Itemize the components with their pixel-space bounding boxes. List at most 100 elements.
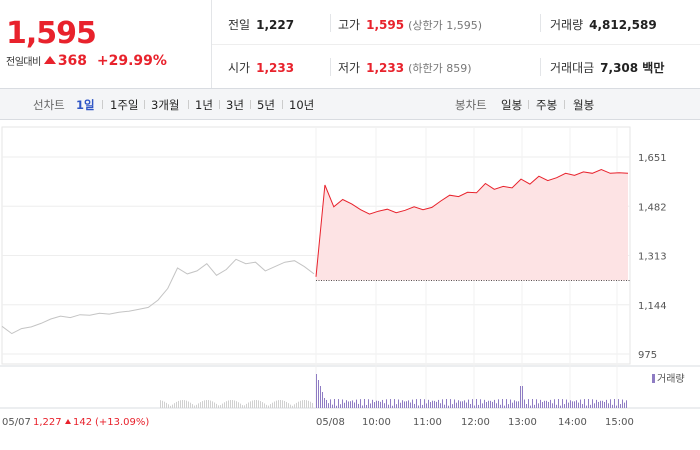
volume-bar [334, 399, 335, 408]
volume-bar [450, 399, 451, 408]
high-label: 고가 [338, 18, 361, 32]
volume-bar [288, 403, 289, 408]
volume-bar [562, 399, 563, 408]
volume-bar [218, 405, 219, 408]
y-tick-label: 1,651 [638, 153, 667, 164]
volume-bars [160, 374, 627, 408]
volume-bar [516, 401, 517, 408]
volume-bar [250, 401, 251, 408]
volume-bar [530, 405, 531, 408]
volume-bar [308, 400, 309, 408]
volume-bar [406, 401, 407, 408]
volume-bar [544, 400, 545, 408]
price-change: 전일대비 368 +29.99% [6, 53, 167, 69]
open-price: 시가 1,233 [228, 59, 294, 76]
volume-bar [610, 399, 611, 408]
volume-bar [446, 399, 447, 408]
volume-bar [414, 403, 415, 408]
volume-bar [522, 386, 523, 408]
volume-legend-swatch [652, 374, 655, 383]
volume-bar [578, 402, 579, 408]
prev-close-label: 전일 [228, 18, 251, 32]
volume-bar [484, 399, 485, 408]
up-arrow-icon [65, 419, 71, 424]
volume-bar [210, 400, 211, 408]
upper-limit-note: (상한가 1,595) [408, 19, 482, 32]
tab-1d[interactable]: 1일 [76, 98, 95, 112]
volume-bar [178, 400, 179, 408]
volume-bar [170, 405, 171, 408]
volume-bar [388, 404, 389, 408]
change-percent: +29.99% [96, 53, 167, 69]
volume-bar [514, 400, 515, 408]
volume-bar [422, 404, 423, 408]
volume-bar [282, 400, 283, 408]
cell-divider [540, 14, 541, 32]
tab-monthly[interactable]: 월봉 [573, 98, 595, 112]
volume-bar [432, 400, 433, 408]
today-price-line [315, 168, 629, 277]
volume-bar [580, 399, 581, 408]
volume-bar [502, 399, 503, 408]
volume-bar [512, 402, 513, 408]
x-tick-label: 14:00 [558, 417, 587, 428]
volume-bar [350, 401, 351, 408]
volume-bar [452, 404, 453, 408]
volume-bar [518, 401, 519, 408]
volume-bar [402, 400, 403, 408]
volume-bar [248, 402, 249, 408]
volume-bar [242, 405, 243, 408]
volume-bar [220, 405, 221, 408]
volume-bar [168, 404, 169, 408]
volume-bar [510, 399, 511, 408]
volume-bar [438, 399, 439, 408]
tab-daily[interactable]: 일봉 [501, 98, 523, 112]
tab-1y[interactable]: 1년 [195, 98, 213, 112]
volume-bar [164, 401, 165, 408]
volume-bar [524, 399, 525, 408]
tab-5y[interactable]: 5년 [257, 98, 275, 112]
tab-10y[interactable]: 10년 [289, 98, 315, 112]
volume-bar [624, 402, 625, 408]
volume-bar [476, 399, 477, 408]
volume-bar [536, 399, 537, 408]
volume-bar [618, 399, 619, 408]
volume-bar [504, 405, 505, 408]
volume-bar [614, 399, 615, 408]
volume-bar [426, 403, 427, 408]
volume-bar [590, 404, 591, 408]
amount-label: 거래대금 [550, 61, 595, 75]
tab-separator [188, 100, 189, 109]
row-divider [212, 44, 700, 45]
volume-bar [622, 399, 623, 408]
volume-bar [268, 405, 269, 408]
low-label: 저가 [338, 61, 361, 75]
volume-bar [318, 380, 319, 408]
volume-bar [374, 402, 375, 408]
volume-bar [246, 403, 247, 408]
volume-bar [616, 405, 617, 408]
tab-3m[interactable]: 3개월 [151, 98, 180, 112]
volume-bar [564, 404, 565, 408]
volume-bar [316, 374, 317, 408]
volume-bar [440, 403, 441, 408]
volume-bar [482, 403, 483, 408]
volume-bar [430, 402, 431, 408]
tab-1w[interactable]: 1주일 [110, 98, 139, 112]
high-price: 고가 1,595 (상한가 1,595) [338, 16, 482, 33]
volume-bar [292, 405, 293, 408]
volume-bar [198, 403, 199, 408]
x-tick-label: 12:00 [461, 417, 490, 428]
volume-bar [398, 399, 399, 408]
volume-bar [224, 402, 225, 408]
current-price: 1,595 [6, 16, 97, 51]
volume-bar [434, 400, 435, 408]
volume-bar [556, 404, 557, 408]
tab-weekly[interactable]: 주봉 [536, 98, 558, 112]
prev-close: 전일 1,227 [228, 16, 294, 33]
tab-3y[interactable]: 3년 [226, 98, 244, 112]
prev-change: 142 [73, 417, 92, 428]
volume-bar [500, 404, 501, 408]
volume-bar [342, 399, 343, 408]
